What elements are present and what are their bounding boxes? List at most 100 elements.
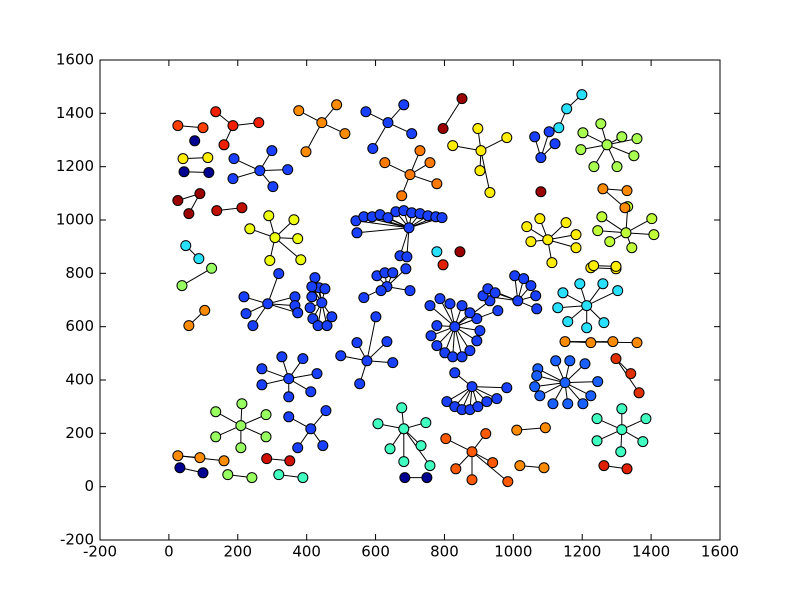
node bbox=[398, 99, 410, 111]
node bbox=[210, 106, 222, 118]
node bbox=[466, 446, 478, 458]
node bbox=[420, 417, 432, 429]
node bbox=[387, 357, 399, 369]
node bbox=[553, 122, 565, 134]
node bbox=[631, 337, 643, 349]
node bbox=[197, 122, 209, 134]
node bbox=[560, 217, 572, 229]
node bbox=[577, 127, 589, 139]
node bbox=[646, 213, 658, 225]
x-tick-label: 1400 bbox=[632, 543, 670, 561]
node bbox=[484, 187, 496, 199]
node bbox=[194, 188, 206, 200]
node bbox=[263, 210, 275, 222]
node bbox=[218, 139, 230, 151]
node bbox=[306, 281, 318, 293]
node bbox=[351, 337, 363, 349]
node bbox=[456, 93, 468, 105]
node bbox=[321, 320, 333, 332]
node bbox=[358, 292, 370, 304]
node bbox=[335, 350, 347, 362]
node bbox=[317, 440, 329, 452]
node bbox=[514, 460, 526, 472]
node bbox=[351, 227, 363, 239]
node bbox=[601, 139, 613, 151]
node bbox=[316, 117, 328, 129]
node bbox=[581, 300, 593, 312]
node bbox=[546, 257, 558, 269]
plot-frame bbox=[99, 59, 721, 541]
node bbox=[203, 167, 215, 179]
node bbox=[236, 202, 248, 214]
node bbox=[489, 287, 501, 299]
node bbox=[199, 304, 211, 316]
node bbox=[542, 234, 554, 246]
node bbox=[437, 123, 449, 135]
node bbox=[447, 351, 459, 363]
node bbox=[502, 476, 514, 488]
node bbox=[591, 435, 603, 447]
edge bbox=[366, 316, 377, 361]
node bbox=[619, 202, 631, 214]
node bbox=[501, 382, 513, 394]
node bbox=[372, 418, 384, 430]
x-tick-label: 1600 bbox=[701, 543, 739, 561]
node bbox=[547, 398, 559, 410]
node bbox=[585, 337, 597, 349]
node bbox=[466, 381, 478, 393]
node bbox=[396, 190, 408, 202]
node bbox=[529, 131, 541, 143]
node bbox=[236, 398, 248, 410]
y-tick-label: 400 bbox=[65, 371, 94, 389]
node bbox=[588, 161, 600, 173]
node bbox=[612, 285, 624, 297]
node bbox=[474, 165, 486, 177]
node bbox=[398, 456, 410, 468]
node bbox=[306, 291, 318, 303]
node bbox=[404, 285, 416, 297]
node bbox=[543, 126, 555, 138]
node bbox=[610, 260, 622, 272]
node bbox=[404, 169, 416, 181]
node bbox=[292, 442, 304, 454]
edge bbox=[274, 237, 302, 261]
node bbox=[193, 253, 205, 265]
y-tick-label: -200 bbox=[60, 531, 94, 549]
node bbox=[512, 295, 524, 307]
node bbox=[401, 251, 413, 263]
node bbox=[626, 242, 638, 254]
node bbox=[431, 246, 443, 258]
node bbox=[247, 320, 259, 332]
node bbox=[539, 422, 551, 434]
y-tick-label: 1000 bbox=[56, 211, 94, 229]
node bbox=[449, 367, 461, 379]
node bbox=[227, 173, 239, 185]
x-tick-label: 400 bbox=[292, 543, 321, 561]
edge bbox=[181, 267, 212, 287]
node bbox=[437, 259, 449, 271]
node bbox=[607, 336, 619, 348]
node bbox=[472, 401, 484, 413]
node bbox=[406, 128, 418, 140]
node bbox=[396, 402, 408, 414]
x-tick-label: 200 bbox=[223, 543, 252, 561]
node bbox=[172, 195, 184, 207]
node bbox=[431, 178, 443, 190]
node bbox=[183, 208, 195, 220]
node bbox=[311, 368, 323, 380]
edge bbox=[586, 290, 618, 307]
node bbox=[475, 145, 487, 157]
node bbox=[211, 205, 223, 217]
node bbox=[620, 227, 632, 239]
node bbox=[559, 336, 571, 348]
node bbox=[525, 236, 537, 248]
node bbox=[282, 164, 294, 176]
node bbox=[531, 370, 543, 382]
node bbox=[450, 463, 462, 475]
node bbox=[283, 391, 295, 403]
node bbox=[238, 291, 250, 303]
node bbox=[424, 460, 436, 472]
node bbox=[471, 313, 483, 325]
node bbox=[292, 233, 304, 245]
node bbox=[309, 272, 321, 284]
